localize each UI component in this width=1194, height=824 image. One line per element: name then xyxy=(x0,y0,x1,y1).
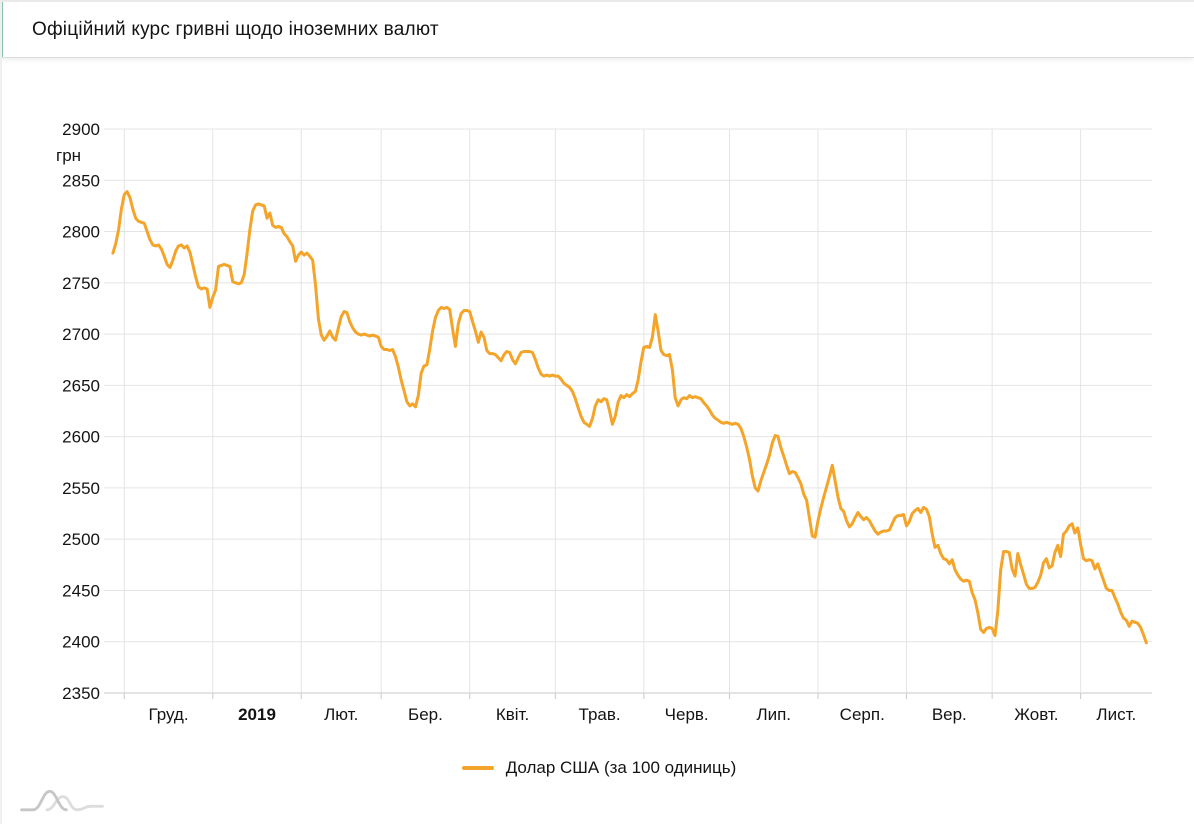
y-tick-label: 2850 xyxy=(62,171,100,190)
plot-area[interactable]: 2900 2850 2800 2750 2700 2650 2600 2550 2500 2450… xyxy=(2,58,1194,824)
x-tick-label: Груд. xyxy=(148,705,188,724)
x-tick-label: Серп. xyxy=(840,705,885,724)
y-tick-label: 2350 xyxy=(62,684,100,703)
x-tick-label: Квіт. xyxy=(496,705,529,724)
x-tick-label: Бер. xyxy=(408,705,443,724)
y-tick-label: 2400 xyxy=(62,633,100,652)
legend-label: Долар США (за 100 одиниць) xyxy=(505,758,737,777)
y-tick-label: 2550 xyxy=(62,479,100,498)
page-title: Офіційний курс гривні щодо іноземних вал… xyxy=(32,18,439,40)
y-tick-label: 2600 xyxy=(62,428,100,447)
y-tick-label: 2750 xyxy=(62,274,100,293)
x-tick-label: Лист. xyxy=(1096,705,1136,724)
y-axis-unit-label: грн xyxy=(56,146,82,165)
x-tick-label: Жовт. xyxy=(1014,705,1058,724)
y-tick-label: 2500 xyxy=(62,530,100,549)
amcharts-waves-logo-icon[interactable] xyxy=(18,784,106,818)
y-tick-label: 2650 xyxy=(62,376,100,395)
y-tick-label: 2900 xyxy=(62,120,100,139)
x-tick-label: Вер. xyxy=(932,705,967,724)
x-tick-label: Лип. xyxy=(756,705,791,724)
y-tick-label: 2800 xyxy=(62,223,100,242)
x-tick-label: Лют. xyxy=(324,705,358,724)
exchange-rate-chart: грн 2900 2850 2800 2750 2700 2650 2600 2550 2500… xyxy=(2,58,1194,824)
x-tick-label: 2019 xyxy=(238,705,276,724)
x-tick-label: Черв. xyxy=(665,705,709,724)
series-line-usd[interactable] xyxy=(111,190,1148,645)
x-tick-label: Трав. xyxy=(579,705,621,724)
legend-item-usd[interactable]: Долар США (за 100 одиниць) xyxy=(2,758,1194,778)
teal-accent-bar xyxy=(2,2,3,57)
y-tick-label: 2700 xyxy=(62,325,100,344)
legend-line-swatch xyxy=(461,766,494,770)
page-header: Офіційний курс гривні щодо іноземних вал… xyxy=(2,2,1194,58)
y-tick-label: 2450 xyxy=(62,581,100,600)
